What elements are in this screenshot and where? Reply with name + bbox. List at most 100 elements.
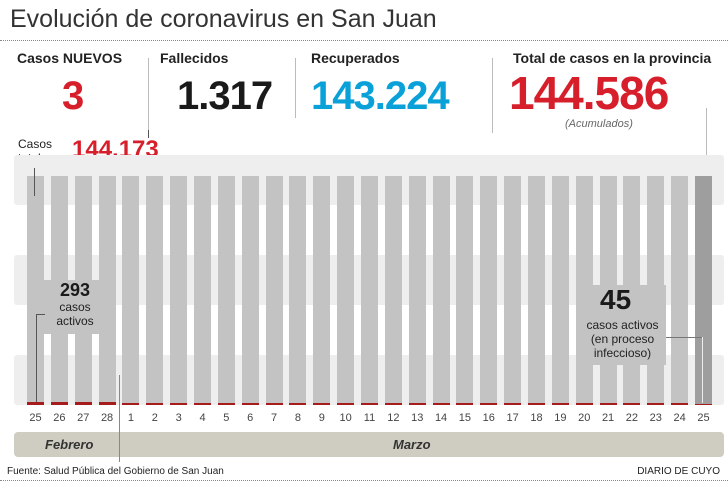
active-cases-segment [50,402,68,405]
divider [0,40,728,41]
active-cases-segment [313,403,331,405]
deaths-label: Fallecidos [160,50,229,66]
day-label: 20 [578,412,591,424]
start-active-label: casos activos [56,300,94,328]
bar [170,176,188,405]
day-label: 8 [294,412,301,424]
day-label: 12 [387,412,400,424]
active-cases-segment [217,403,235,405]
active-cases-segment [241,403,259,405]
active-cases-segment [695,404,712,405]
divider [295,58,296,118]
start-active-box [40,280,106,334]
bar [432,176,450,405]
day-label: 2 [151,412,158,424]
bar [265,176,283,405]
leader-line [36,314,37,402]
end-active-line: casos activos [586,318,659,332]
day-label: 9 [318,412,325,424]
day-label: 15 [458,412,472,424]
day-label: 17 [506,412,519,424]
active-cases-segment [671,403,689,405]
day-label: 19 [554,412,567,424]
bar [146,176,164,405]
active-cases-segment [647,403,665,405]
deaths-value: 1.317 [177,74,273,118]
leader-line [702,337,703,403]
recovered-value: 143.224 [311,74,450,118]
month-marzo: Marzo [393,437,431,452]
total-value: 144.586 [509,67,669,119]
active-cases-segment [289,403,307,405]
active-cases-segment [337,403,355,405]
bar [361,176,378,405]
active-cases-segment [623,403,641,405]
day-label: 26 [53,412,66,424]
source: Fuente: Salud Pública del Gobierno de Sa… [7,466,224,477]
bar [289,176,307,405]
leader-line [36,314,45,315]
divider [492,58,493,133]
day-label: 24 [673,412,686,424]
active-cases-segment [551,403,569,405]
divider [148,58,149,133]
end-active-value: 45 [600,284,632,315]
bar [551,176,569,405]
bar [98,176,116,405]
bar [241,176,259,405]
divider [706,108,707,178]
active-cases-segment [74,402,92,405]
bar [27,176,44,405]
day-label: 28 [100,412,114,424]
end-active-box [578,285,666,365]
day-label: 25 [697,412,710,424]
bar [480,176,498,405]
active-cases-segment [265,403,283,405]
bar [122,176,140,405]
brand: DIARIO DE CUYO [637,466,720,477]
active-cases-segment [528,403,545,405]
day-label: 18 [530,412,543,424]
day-label: 3 [175,412,182,424]
active-cases-segment [122,403,140,405]
day-label: 21 [601,412,615,424]
day-label: 1 [127,412,134,424]
bar [313,176,331,405]
divider [0,480,728,481]
recovered-label: Recuperados [311,50,400,66]
month-febrero: Febrero [45,437,94,452]
day-label: 5 [223,412,230,424]
day-label: 27 [77,412,90,424]
day-label: 16 [482,412,495,424]
month-band [14,432,724,457]
leader-line [34,168,35,196]
day-label: 14 [434,412,448,424]
active-cases-segment [408,403,426,405]
day-label: 22 [625,412,639,424]
active-cases-segment [98,402,116,405]
end-active-line: infeccioso) [593,346,652,360]
day-label: 10 [339,412,352,424]
chart-title: Evolución de coronavirus en San Juan [10,5,437,33]
active-cases-segment [456,403,474,405]
active-cases-segment [361,403,378,405]
day-label: 25 [29,412,42,424]
bar [504,176,522,405]
active-cases-segment [146,403,164,405]
start-active-value: 293 [60,280,91,300]
day-label: 11 [363,412,376,424]
bar [408,176,426,405]
day-label: 23 [649,412,662,424]
total-label: Total de casos en la provincia [513,50,712,66]
month-divider [119,375,120,462]
total-note: (Acumulados) [565,118,633,130]
active-cases-segment [575,403,593,405]
bar [337,176,355,405]
bar [528,176,545,405]
active-cases-segment [432,403,450,405]
leader-line [666,337,703,338]
bar [671,176,689,405]
bar [695,176,712,405]
day-label: 13 [411,412,424,424]
end-active-label: casos activos (en proceso infeccioso) [575,318,670,360]
